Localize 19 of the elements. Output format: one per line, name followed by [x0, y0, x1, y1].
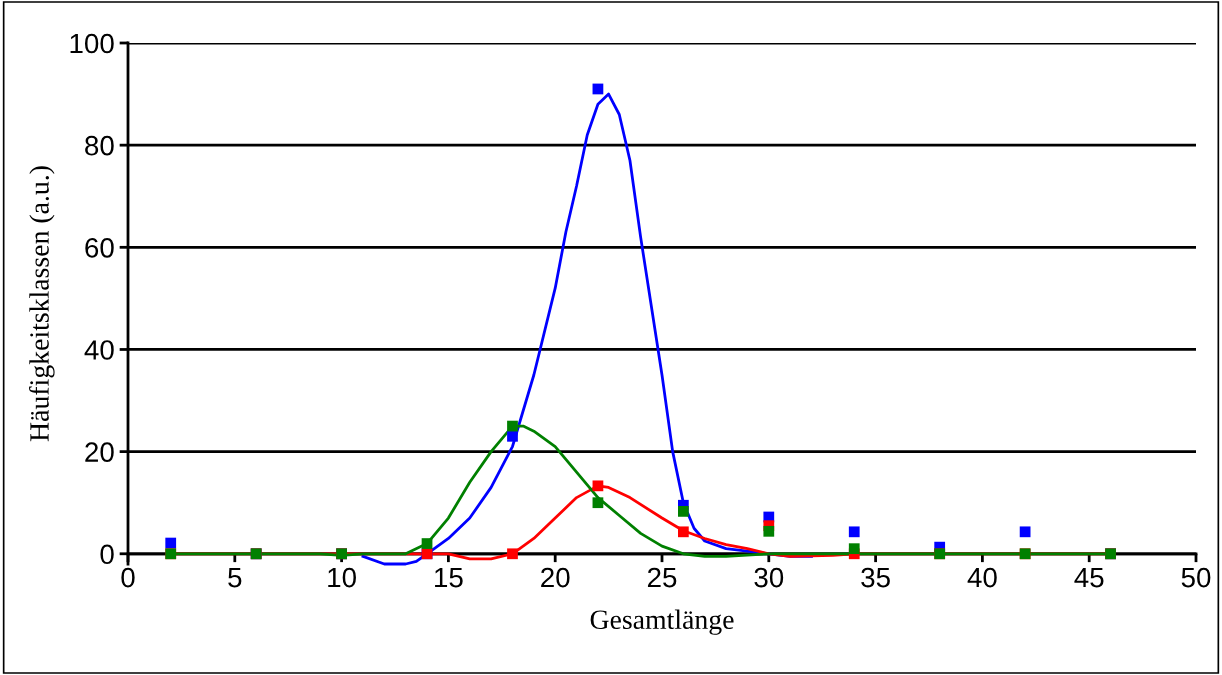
y-tick-label: 40	[84, 340, 114, 360]
x-tick-label: 25	[647, 567, 677, 588]
y-tick-label: 0	[100, 544, 114, 565]
x-tick-label: 0	[121, 567, 135, 588]
x-tick-label: 5	[228, 568, 242, 588]
y-tick-label: 20	[85, 442, 114, 462]
x-tick-label: 45	[1074, 568, 1104, 588]
x-tick-label: 15	[435, 568, 463, 588]
x-tick-label: 50	[1181, 567, 1211, 588]
x-tick-label: 30	[754, 567, 784, 588]
x-tick-label: 20	[541, 567, 570, 588]
x-tick-label: 10	[328, 567, 356, 588]
y-tick-label: 60	[85, 237, 114, 258]
x-tick-label: 40	[967, 567, 997, 588]
y-tick-label: 80	[85, 135, 114, 156]
x-tick-label: 35	[861, 567, 890, 588]
y-tick-label: 100	[70, 33, 114, 54]
y-axis-title: Häufigkeitsklassen (a.u.)	[29, 166, 55, 442]
x-axis-title: Gesamtlänge	[590, 609, 734, 635]
